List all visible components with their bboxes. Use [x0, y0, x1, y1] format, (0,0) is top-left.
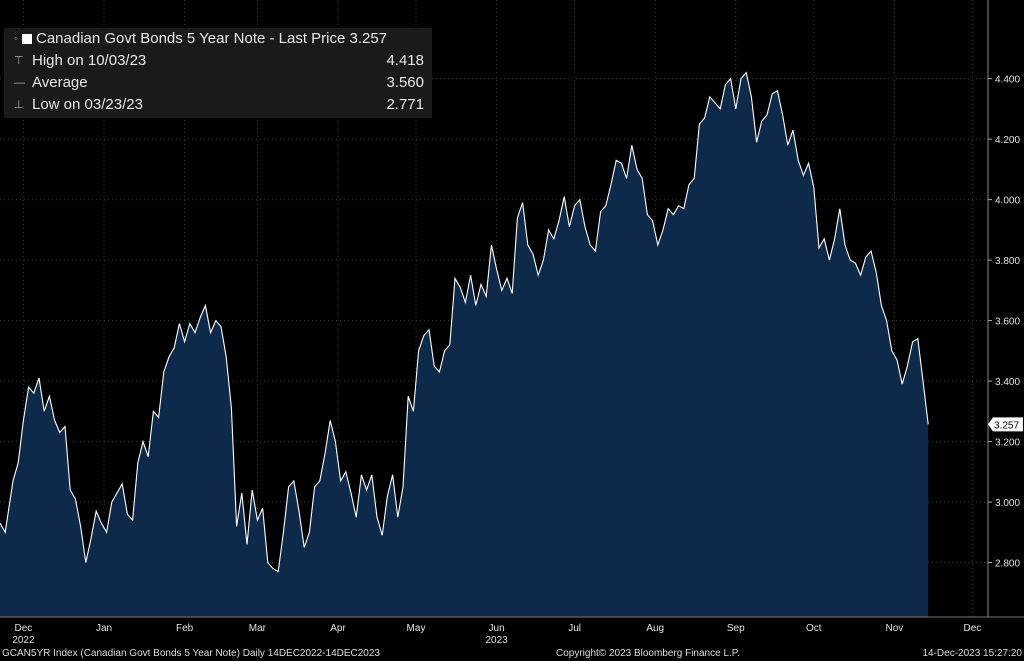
y-tick-label-7: 4.200 — [995, 135, 1020, 146]
y-tick-label-5: 3.800 — [995, 256, 1020, 267]
last-price-badge: 3.257 — [988, 417, 1023, 432]
legend-row-high: ⊤ High on 10/03/23 4.418 — [4, 50, 432, 72]
legend-high-label: High on 10/03/23 — [32, 52, 147, 69]
last-price-badge-shape — [988, 417, 1023, 432]
price-line — [0, 71, 929, 573]
legend-high-value: 4.418 — [386, 52, 424, 69]
price-chart: 2.800 3.000 3.200 3.400 3.600 3.800 4.000 4.200… — [0, 0, 1024, 646]
footer-bar: GCAN5YR Index (Canadian Govt Bonds 5 Yea… — [0, 647, 1024, 661]
x-tick-label-10: Oct — [806, 623, 822, 634]
legend-average-value: 3.560 — [386, 74, 424, 91]
y-axis-ticks: 2.800 3.000 3.200 3.400 3.600 3.800 4.000 4.200… — [988, 75, 1020, 570]
high-marker-icon: ⊤ — [14, 55, 24, 67]
x-tick-label-3: Mar — [249, 623, 267, 634]
average-marker-icon: — — [14, 77, 25, 89]
y-tick-label-3: 3.400 — [995, 377, 1020, 388]
legend-swatch-icon — [22, 34, 32, 44]
legend-low-value: 2.771 — [386, 96, 424, 113]
x-tick-label-12: Dec — [964, 623, 982, 634]
x-tick-label-0: Dec — [15, 623, 33, 634]
x-tick-label-7: Jul — [568, 623, 581, 634]
last-price-badge-text: 3.257 — [994, 420, 1019, 431]
y-tick-label-4: 3.600 — [995, 317, 1020, 328]
x-tick-label-8: Aug — [646, 623, 664, 634]
x-tick-label-4: Apr — [330, 623, 346, 634]
x-tick-sublabel-0: 2022 — [12, 635, 35, 646]
y-tick-label-1: 3.000 — [995, 498, 1020, 509]
x-tick-label-5: May — [407, 623, 426, 634]
footer-timestamp: 14-Dec-2023 15:27:20 — [922, 648, 1022, 659]
legend-row-average: — Average 3.560 — [4, 72, 432, 94]
legend-row-last-price: ◦ Canadian Govt Bonds 5 Year Note - Last… — [4, 28, 432, 50]
x-tick-label-1: Jan — [96, 623, 112, 634]
legend-title: Canadian Govt Bonds 5 Year Note - Last P… — [36, 30, 346, 47]
y-tick-label-8: 4.400 — [995, 75, 1020, 86]
low-marker-icon: ⊥ — [14, 99, 24, 111]
x-tick-label-11: Nov — [886, 623, 904, 634]
price-area-fill — [0, 72, 929, 618]
legend-low-label: Low on 03/23/23 — [32, 96, 143, 113]
x-tick-label-9: Sep — [727, 623, 745, 634]
legend-row-low: ⊥ Low on 03/23/23 2.771 — [4, 94, 432, 116]
y-tick-label-2: 3.200 — [995, 438, 1020, 449]
legend-average-label: Average — [32, 74, 88, 91]
footer-copyright: Copyright© 2023 Bloomberg Finance L.P. — [556, 648, 740, 659]
footer-security-info: GCAN5YR Index (Canadian Govt Bonds 5 Yea… — [2, 648, 380, 659]
x-tick-label-6: Jun — [489, 623, 505, 634]
x-tick-label-2: Feb — [176, 623, 194, 634]
legend-bracket-icon: ◦ — [14, 33, 18, 45]
x-tick-sublabel-6: 2023 — [485, 635, 508, 646]
legend-last-price: 3.257 — [349, 30, 388, 47]
y-tick-label-6: 4.000 — [995, 196, 1020, 207]
y-tick-label-0: 2.800 — [995, 559, 1020, 570]
legend-box: ◦ Canadian Govt Bonds 5 Year Note - Last… — [4, 28, 432, 118]
